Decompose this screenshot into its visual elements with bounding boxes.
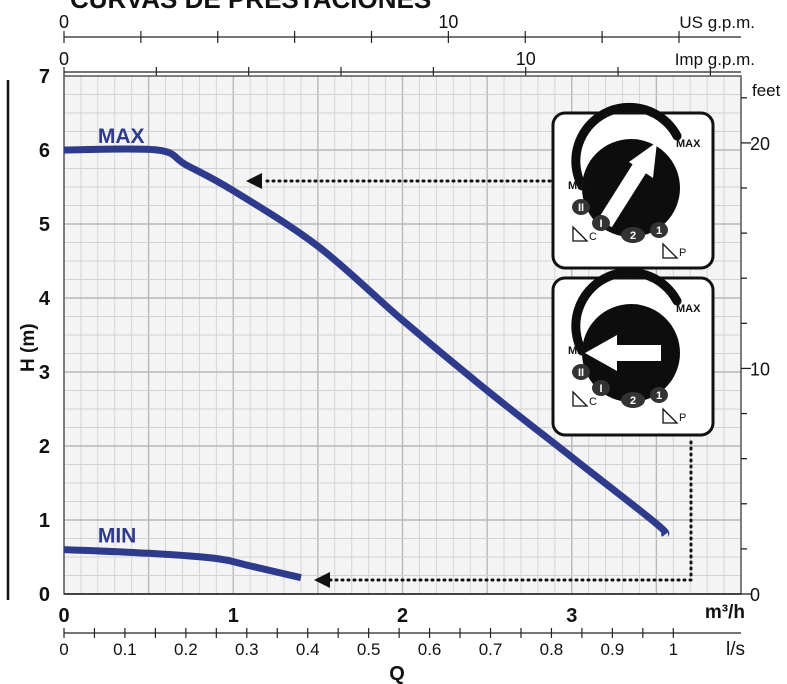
knob-position-label: 2 <box>630 395 636 407</box>
knob-pointer-head <box>629 142 657 178</box>
knob-max-label: MAX <box>676 138 701 150</box>
lps-tick-label: 0.3 <box>235 640 259 659</box>
lps-tick-label: 0.9 <box>601 640 625 659</box>
series-min-line <box>63 546 302 582</box>
knob-position-marker <box>650 222 668 238</box>
x-axis-ticks: 0 1 2 3 <box>58 593 741 627</box>
feet-tick-label: 0 <box>750 585 760 605</box>
knob-min-label: MIN <box>568 345 588 357</box>
knob-position-marker <box>572 199 590 215</box>
lps-tick-label: 0.8 <box>540 640 564 659</box>
knob-position-label: 1 <box>656 390 662 402</box>
lps-tick-label: 1 <box>669 640 678 659</box>
proportional-pressure-icon <box>662 242 679 259</box>
feet-tick-label: 20 <box>750 134 770 154</box>
lps-tick-label: 0 <box>59 640 68 659</box>
proportional-pressure-icon <box>662 407 679 424</box>
feet-axis: 0 10 20 <box>741 97 770 605</box>
imp-gpm-axis-label: Imp g.p.m. <box>675 50 755 69</box>
series-min-label: MIN <box>98 525 137 548</box>
lps-tick-label: 0.1 <box>113 640 137 659</box>
y-tick-label: 5 <box>39 214 50 236</box>
imp-gpm-tick-label: 10 <box>516 49 536 69</box>
series-max-line <box>63 145 670 538</box>
lps-tick-label: 0.6 <box>418 640 442 659</box>
knob-position-marker <box>621 227 645 243</box>
knob-position-label: 1 <box>656 225 662 237</box>
y-tick-label: 2 <box>39 436 50 458</box>
constant-pressure-icon <box>572 390 589 407</box>
y-tick-label: 1 <box>39 510 50 532</box>
page-title: CURVAS DE PRESTACIONES <box>70 0 431 14</box>
series-max-label: MAX <box>98 125 145 148</box>
knob-mode-right-label: P <box>679 247 686 259</box>
min-setting-arrow <box>328 440 693 582</box>
knob-range-arc <box>571 102 682 191</box>
lps-tick-label: 0.7 <box>479 640 503 659</box>
y-tick-label: 4 <box>39 288 51 310</box>
knob-mode-left-label: C <box>589 231 597 243</box>
knob-mode-left-label: C <box>589 396 597 408</box>
y-tick-label: 0 <box>39 584 50 606</box>
y-axis-title: H (m) <box>18 323 39 372</box>
us-gpm-tick-label: 0 <box>59 12 69 32</box>
knob-position-marker <box>621 392 645 408</box>
lps-axis-label: l/s <box>726 639 745 660</box>
y-tick-label: 3 <box>39 362 50 384</box>
setting-arrows <box>246 173 693 588</box>
page-title-strip: CURVAS DE PRESTACIONES <box>70 0 431 14</box>
x-axis-title: Q <box>389 663 405 684</box>
knob-position-label: I <box>599 383 602 395</box>
x-tick-label: 2 <box>397 605 408 627</box>
knob-position-label: II <box>578 367 584 379</box>
y-tick-label: 7 <box>39 66 50 88</box>
knob-max-label: MAX <box>676 303 701 315</box>
knob-position-marker <box>572 364 590 380</box>
us-gpm-tick-label: 10 <box>438 12 458 32</box>
knob-min-label: MIN <box>568 180 588 192</box>
min-setting-arrow-head <box>314 572 330 588</box>
lps-tick-label: 0.4 <box>296 640 320 659</box>
knob-position-marker <box>592 380 610 396</box>
y-axis-ticks: 0 1 2 3 4 5 6 7 <box>39 66 51 606</box>
knob-range-arc <box>571 267 682 356</box>
x-tick-label: 1 <box>228 605 239 627</box>
lps-tick-label: 0.5 <box>357 640 381 659</box>
knob-position-label: 2 <box>630 230 636 242</box>
knob-position-marker <box>650 387 668 403</box>
knob-position-marker <box>592 215 610 231</box>
knob-position-label: II <box>578 202 584 214</box>
series-layer: MAX MIN <box>63 125 670 582</box>
knob-position-label: I <box>599 218 602 230</box>
lps-tick-label: 0.2 <box>174 640 198 659</box>
us-gpm-axis-label: US g.p.m. <box>679 13 755 32</box>
max-setting-arrow-head <box>246 173 262 189</box>
constant-pressure-icon <box>572 225 589 242</box>
knob-mode-right-label: P <box>679 412 686 424</box>
x-tick-label: 0 <box>58 605 69 627</box>
imp-gpm-tick-label: 0 <box>59 49 69 69</box>
lps-axis: 0 0.1 0.2 0.3 0.4 0.5 0.6 0.7 0.8 0.9 1 <box>59 628 741 659</box>
top-flow-axes: 0 10 0 10 <box>59 12 741 77</box>
feet-axis-label: feet <box>752 81 781 100</box>
feet-tick-label: 10 <box>750 359 770 379</box>
knob-pointer-shaft <box>598 161 648 228</box>
y-tick-label: 6 <box>39 140 50 162</box>
x-tick-label: 3 <box>566 605 577 627</box>
knob-pointer-head <box>585 335 617 371</box>
x-axis-unit-label: m³/h <box>705 602 745 623</box>
